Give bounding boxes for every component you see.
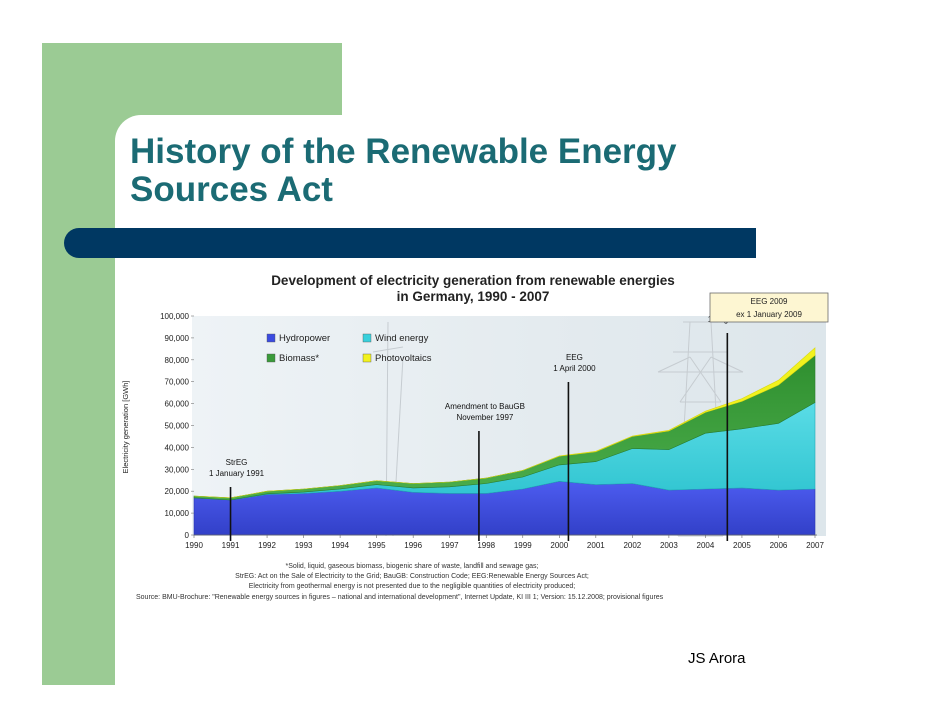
eeg-2009-line1: EEG 2009 — [751, 297, 788, 306]
y-tick-label: 90,000 — [165, 334, 190, 343]
chart-legend: Hydropower Wind energy Biomass* Photovoltai… — [266, 333, 432, 364]
annotation-date: November 1997 — [456, 413, 513, 422]
slide-title-line2: Sources Act — [130, 170, 333, 209]
y-tick-label: 50,000 — [165, 422, 190, 431]
chart-title-line1: Development of electricity generation fr… — [271, 273, 675, 288]
x-tick-label: 1992 — [258, 541, 276, 550]
annotation-date: 1 April 2000 — [553, 364, 596, 373]
legend-swatch — [266, 333, 276, 343]
annotation-label: Amendment to BauGB — [445, 402, 525, 411]
y-axis-label: Electricity generation [GWh] — [121, 381, 130, 474]
eeg-2009-line2: ex 1 January 2009 — [736, 310, 802, 319]
x-tick-label: 2000 — [550, 541, 568, 550]
y-tick-label: 0 — [185, 531, 190, 540]
legend-label: Photovoltaics — [375, 353, 432, 364]
y-tick-label: 100,000 — [160, 312, 189, 321]
area-photovoltaics — [193, 347, 816, 499]
x-tick-label: 1996 — [404, 541, 422, 550]
source-note: Source: BMU-Brochure: "Renewable energy … — [136, 594, 664, 601]
x-tick-label: 1995 — [368, 541, 386, 550]
y-tick-label: 10,000 — [165, 509, 190, 518]
slide-title-line1: History of the Renewable Energy — [130, 132, 677, 171]
eeg-2009-annotation-box: EEG 2009 ex 1 January 2009 — [709, 292, 829, 323]
x-tick-label: 2003 — [660, 541, 678, 550]
y-tick-label: 70,000 — [165, 378, 190, 387]
y-tick-label: 80,000 — [165, 356, 190, 365]
chart-title-line2: in Germany, 1990 - 2007 — [397, 289, 550, 304]
footnote-3: Electricity from geothermal energy is no… — [249, 583, 576, 590]
annotation-label: StrEG — [226, 458, 248, 467]
x-tick-label: 1994 — [331, 541, 349, 550]
legend-swatch — [362, 333, 372, 343]
annotation-label: EEG — [566, 353, 583, 362]
legend-label: Wind energy — [375, 333, 429, 344]
x-tick-label: 1993 — [295, 541, 313, 550]
annotation-date: 1 January 1991 — [209, 469, 265, 478]
legend-label: Biomass* — [279, 353, 319, 364]
y-tick-label: 60,000 — [165, 400, 190, 409]
legend-swatch — [266, 353, 276, 363]
chart-axes: 100,000 90,000 80,000 70,000 60,000 50,000 40,… — [160, 312, 824, 550]
x-tick-label: 1997 — [441, 541, 459, 550]
footnote-1: *Solid, liquid, gaseous biomass, biogeni… — [286, 563, 539, 570]
x-tick-label: 1998 — [477, 541, 495, 550]
x-tick-label: 2005 — [733, 541, 751, 550]
x-tick-label: 1990 — [185, 541, 203, 550]
y-tick-label: 20,000 — [165, 487, 190, 496]
author-name: JS Arora — [688, 650, 746, 667]
legend-swatch — [362, 353, 372, 363]
x-tick-label: 1991 — [222, 541, 240, 550]
x-tick-label: 2001 — [587, 541, 605, 550]
stacked-areas — [193, 347, 816, 536]
slide-title: History of the Renewable Energy Sources … — [130, 133, 830, 209]
y-tick-label: 30,000 — [165, 465, 190, 474]
x-tick-label: 1999 — [514, 541, 532, 550]
x-tick-label: 2007 — [806, 541, 824, 550]
title-divider-bar — [64, 228, 756, 258]
x-tick-label: 2006 — [770, 541, 788, 550]
renewable-energy-chart: Development of electricity generation fr… — [121, 273, 829, 601]
y-tick-label: 40,000 — [165, 443, 190, 452]
footnote-2: StrEG: Act on the Sale of Electricity to… — [235, 573, 589, 580]
legend-label: Hydropower — [279, 333, 330, 344]
x-tick-label: 2004 — [697, 541, 715, 550]
x-tick-label: 2002 — [623, 541, 641, 550]
